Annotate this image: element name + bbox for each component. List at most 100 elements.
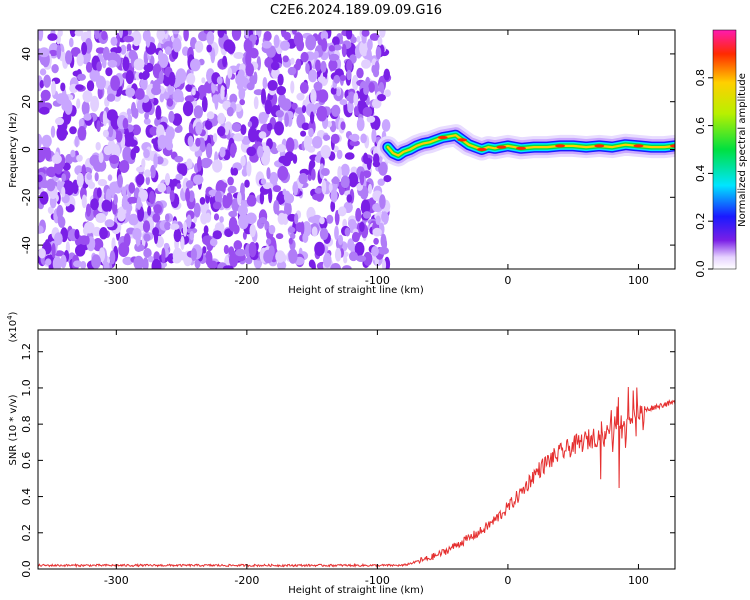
noise-cell (76, 172, 84, 188)
noise-cell (118, 160, 130, 173)
noise-cell (169, 223, 180, 230)
noise-cell (331, 104, 341, 117)
x-tick-label: -100 (365, 574, 390, 587)
noise-cell (373, 237, 379, 245)
noise-cell (130, 148, 136, 160)
y-tick-label: -20 (20, 188, 33, 206)
noise-cell (326, 214, 334, 224)
noise-cell (214, 190, 222, 205)
colorbar-tick-label: 0.2 (694, 212, 707, 230)
noise-cell (234, 103, 242, 113)
noise-cell (298, 173, 308, 185)
noise-cell (291, 102, 298, 110)
noise-cell (283, 190, 291, 203)
noise-cell (290, 232, 296, 240)
noise-cell (336, 149, 343, 160)
noise-cell (128, 213, 139, 226)
noise-cell (227, 185, 237, 194)
noise-cell (164, 173, 171, 186)
noise-cell (330, 263, 341, 269)
noise-cell (166, 185, 171, 194)
noise-cell (359, 221, 365, 232)
noise-cell (340, 175, 350, 189)
spectrogram-y-label: Frequency (Hz) (8, 112, 19, 188)
noise-cell (379, 194, 386, 210)
noise-cell (81, 100, 90, 116)
noise-cell (309, 159, 316, 169)
noise-cell (302, 221, 312, 237)
noise-cell (143, 148, 150, 159)
noise-cell (230, 143, 236, 158)
noise-cell (96, 120, 101, 133)
noise-cell (277, 73, 284, 86)
noise-cell (275, 233, 284, 240)
noise-cell (116, 46, 122, 54)
noise-cell (161, 247, 166, 264)
noise-cell (276, 144, 286, 153)
noise-cell (106, 93, 116, 102)
noise-cell (76, 154, 83, 162)
noise-cell (248, 34, 258, 42)
noise-cell (186, 158, 193, 169)
noise-cell (228, 216, 238, 232)
noise-cell (172, 37, 182, 53)
noise-cell (128, 182, 136, 194)
noise-cell (320, 145, 331, 159)
spectrogram-x-label: Height of straight line (km) (288, 285, 424, 296)
noise-cell (311, 226, 318, 237)
noise-cell (123, 132, 134, 147)
colorbar-ticks: 0.0 0.2 0.4 0.6 0.8 (694, 69, 713, 278)
noise-cell (320, 168, 330, 176)
colorbar-tick-label: 0.6 (694, 117, 707, 135)
noise-cell (206, 111, 215, 120)
noise-cell (124, 127, 129, 136)
noise-cell (245, 257, 253, 265)
track-yellow (386, 134, 675, 157)
noise-cell (86, 172, 92, 180)
noise-cell (321, 179, 327, 195)
noise-cell (263, 145, 271, 160)
noise-cell (305, 34, 317, 51)
noise-cell (334, 210, 340, 226)
noise-cell (150, 164, 156, 179)
noise-cell (63, 180, 75, 196)
noise-cell (81, 194, 87, 209)
noise-cell (205, 120, 213, 130)
noise-cell (345, 30, 353, 40)
noise-cell (110, 75, 120, 91)
noise-cell (51, 64, 59, 74)
noise-cell (74, 229, 80, 240)
track-peak (496, 145, 507, 149)
noise-cell (282, 55, 289, 63)
colorbar-tick-label: 0.4 (694, 165, 707, 183)
noise-cell (229, 93, 238, 104)
noise-cell (217, 126, 226, 137)
noise-cell (94, 30, 100, 40)
noise-cell (300, 51, 309, 63)
noise-cell (82, 90, 93, 103)
noise-cell (41, 134, 52, 148)
noise-cell (217, 112, 226, 125)
noise-cell (175, 173, 183, 181)
noise-cell (219, 146, 226, 158)
noise-cell (305, 62, 310, 74)
noise-cell (377, 94, 386, 102)
noise-cell (56, 125, 68, 141)
noise-cell (57, 30, 63, 37)
noise-cell (166, 98, 174, 107)
noise-cell (95, 47, 106, 54)
y-tick-label: -40 (20, 236, 33, 254)
noise-cell (259, 191, 265, 205)
noise-cell (359, 171, 365, 186)
noise-cell (131, 124, 141, 136)
noise-cell (227, 67, 233, 79)
x-tick-label: 0 (504, 574, 511, 587)
noise-cell (151, 138, 158, 145)
noise-cell (348, 218, 357, 229)
noise-cell (315, 59, 321, 72)
noise-cell (257, 145, 264, 158)
noise-cell (38, 47, 50, 58)
noise-cell (287, 226, 296, 233)
noise-cell (319, 227, 329, 240)
